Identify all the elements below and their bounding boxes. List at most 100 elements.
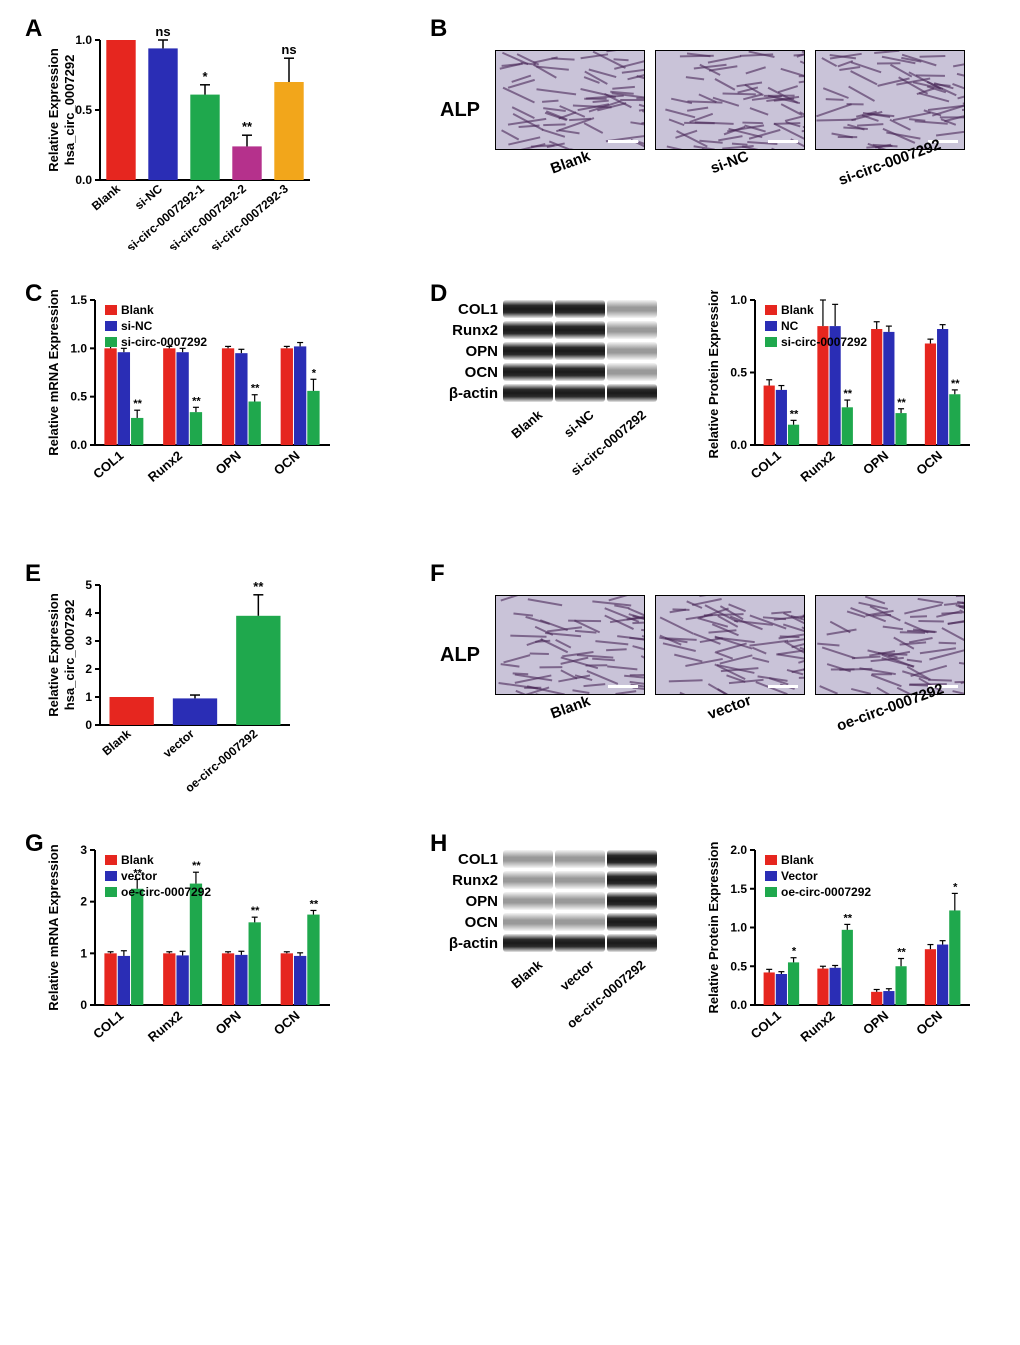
svg-text:**: ** [251, 383, 260, 395]
blot-band [555, 321, 605, 339]
svg-text:**: ** [897, 397, 906, 409]
blot-band [555, 871, 605, 889]
microscopy-image [495, 595, 645, 695]
svg-text:vector: vector [160, 726, 197, 760]
svg-text:Blank: Blank [121, 853, 154, 867]
blot-band [503, 363, 553, 381]
blot-protein-label: COL1 [445, 301, 503, 318]
svg-text:*: * [953, 881, 958, 893]
microscopy-label: Blank [548, 148, 592, 178]
svg-text:OCN: OCN [271, 1008, 303, 1038]
svg-text:si-circ-0007292: si-circ-0007292 [781, 335, 867, 349]
blot-band [555, 300, 605, 318]
svg-text:0: 0 [85, 718, 92, 732]
svg-text:oe-circ-0007292: oe-circ-0007292 [121, 885, 211, 899]
chart-panel-d: 0.00.51.0**COL1**Runx2**OPN**OCNRelative… [700, 290, 980, 500]
svg-text:Relative Expression: Relative Expression [46, 593, 61, 717]
blot-protein-label: OPN [445, 893, 503, 910]
svg-text:OCN: OCN [271, 448, 303, 478]
svg-text:3: 3 [85, 634, 92, 648]
alp-label: ALP [440, 644, 480, 667]
svg-text:vector: vector [121, 869, 157, 883]
blot-band [607, 892, 657, 910]
microscopy-image [495, 50, 645, 150]
svg-text:**: ** [192, 395, 201, 407]
svg-text:**: ** [844, 388, 853, 400]
blot-protein-label: OPN [445, 343, 503, 360]
svg-text:Relative mRNA Expression: Relative mRNA Expression [46, 844, 61, 1010]
microscopy-label: si-NC [709, 148, 752, 177]
blot-band [607, 342, 657, 360]
svg-text:2.0: 2.0 [730, 843, 747, 857]
blot-band [555, 850, 605, 868]
microscopy-label: Blank [548, 693, 592, 723]
svg-text:5: 5 [85, 578, 92, 592]
svg-text:2: 2 [85, 662, 92, 676]
svg-text:COL1: COL1 [748, 448, 784, 482]
blot-band [503, 934, 553, 952]
blot-band [555, 934, 605, 952]
svg-text:Blank: Blank [100, 726, 134, 758]
blot-band [503, 300, 553, 318]
blot-band [555, 384, 605, 402]
svg-text:**: ** [192, 860, 201, 872]
svg-text:Relative mRNA Expression: Relative mRNA Expression [46, 290, 61, 456]
blot-protein-label: OCN [445, 364, 503, 381]
svg-text:OPN: OPN [860, 448, 891, 478]
svg-text:Blank: Blank [121, 303, 154, 317]
svg-text:4: 4 [85, 606, 92, 620]
microscopy-row-b: ALPBlanksi-NCsi-circ-0007292 [440, 50, 970, 171]
microscopy-row-f: ALPBlankvectoroe-circ-0007292 [440, 595, 970, 716]
chart-panel-g: 0123**COL1**Runx2**OPN**OCNRelative mRNA… [40, 840, 340, 1060]
blot-band [607, 363, 657, 381]
svg-text:Relative Protein Expression: Relative Protein Expression [706, 290, 721, 458]
svg-text:0.0: 0.0 [730, 438, 747, 452]
blot-protein-label: β-actin [445, 385, 503, 402]
svg-text:2: 2 [80, 895, 87, 909]
svg-text:si-circ-0007292: si-circ-0007292 [121, 335, 207, 349]
blot-band [555, 363, 605, 381]
svg-text:ns: ns [281, 42, 296, 57]
blot-band [503, 342, 553, 360]
svg-text:OCN: OCN [913, 1008, 945, 1038]
svg-text:Vector: Vector [781, 869, 818, 883]
blot-lane-label: vector [557, 957, 597, 994]
svg-text:COL1: COL1 [748, 1008, 784, 1042]
svg-text:**: ** [133, 398, 142, 410]
svg-text:si-circ-0007292-1: si-circ-0007292-1 [124, 181, 207, 250]
svg-text:0.0: 0.0 [75, 173, 92, 187]
blot-band [607, 871, 657, 889]
panel-letter-F: F [430, 560, 445, 588]
chart-panel-e: 012345Blankvector**oe-circ-0007292Relati… [40, 565, 300, 795]
svg-text:**: ** [253, 579, 264, 594]
svg-text:*: * [202, 69, 208, 84]
blot-band [555, 892, 605, 910]
svg-text:NC: NC [781, 319, 799, 333]
microscopy-image [815, 595, 965, 695]
svg-text:**: ** [897, 947, 906, 959]
svg-text:Blank: Blank [781, 853, 814, 867]
svg-text:hsa_circ_0007292: hsa_circ_0007292 [62, 600, 77, 711]
svg-text:**: ** [844, 912, 853, 924]
blot-lane-label: si-NC [561, 407, 597, 440]
svg-text:**: ** [310, 898, 319, 910]
svg-text:1.0: 1.0 [730, 293, 747, 307]
blot-band [555, 342, 605, 360]
blot-band [607, 913, 657, 931]
microscopy-image [655, 595, 805, 695]
blot-band [607, 321, 657, 339]
svg-text:COL1: COL1 [90, 448, 126, 482]
svg-text:3: 3 [80, 843, 87, 857]
blot-band [503, 850, 553, 868]
svg-text:**: ** [951, 378, 960, 390]
svg-text:Runx2: Runx2 [797, 1008, 837, 1045]
chart-panel-c: 0.00.51.01.5**COL1**Runx2**OPN*OCNRelati… [40, 290, 340, 500]
blot-band [503, 384, 553, 402]
svg-text:1: 1 [80, 946, 87, 960]
svg-text:hsa_circ_0007292: hsa_circ_0007292 [62, 55, 77, 166]
blot-band [607, 934, 657, 952]
chart-panel-h: 0.00.51.01.52.0*COL1**Runx2**OPN*OCNRela… [700, 840, 980, 1060]
svg-text:0.5: 0.5 [730, 959, 747, 973]
svg-text:si-NC: si-NC [121, 319, 153, 333]
blot-band [503, 892, 553, 910]
